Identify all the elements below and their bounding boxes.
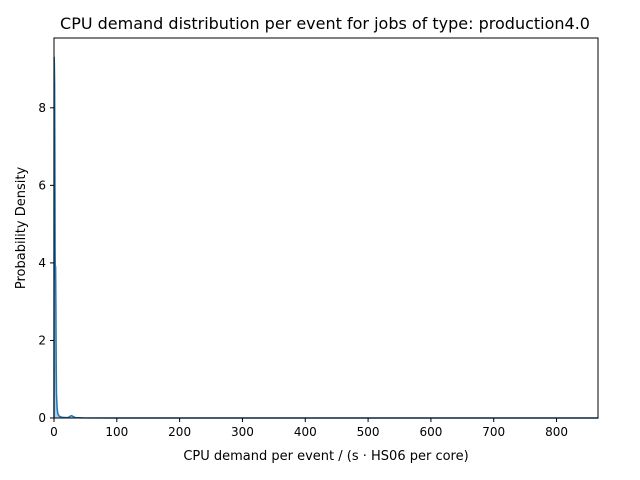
- x-tick-label: 200: [168, 425, 191, 439]
- series-0-point: [55, 266, 57, 268]
- x-tick-label: 400: [294, 425, 317, 439]
- y-axis: 0 2 4 6 8: [38, 101, 54, 425]
- series-0-point: [54, 153, 56, 155]
- series-0-area: [54, 57, 598, 418]
- series-0-point: [55, 366, 57, 369]
- series-0-point: [69, 415, 71, 417]
- series-0-point: [55, 304, 57, 307]
- x-tick-label: 300: [231, 425, 254, 439]
- x-tick-label: 800: [545, 425, 568, 439]
- x-tick-label: 0: [50, 425, 58, 439]
- series-0-line: [53, 56, 598, 419]
- y-tick-label: 4: [38, 256, 46, 270]
- plot-layer: [53, 56, 599, 419]
- y-tick-label: 8: [38, 101, 46, 115]
- x-tick-label: 500: [357, 425, 380, 439]
- y-axis-label: Probability Density: [14, 167, 29, 290]
- plot-frame: [53, 37, 599, 419]
- x-axis-label: CPU demand per event / (s · HS06 per cor…: [183, 449, 468, 464]
- series-0-point: [55, 394, 58, 396]
- x-axis: 0 100 200 300 400 500 600 700 800: [50, 418, 568, 439]
- series-0-point: [72, 415, 74, 418]
- y-tick-label: 2: [38, 333, 46, 347]
- chart-title: CPU demand distribution per event for jo…: [60, 14, 590, 33]
- series-0-point: [54, 254, 56, 256]
- x-tick-label: 700: [482, 425, 505, 439]
- y-tick-label: 0: [38, 411, 46, 425]
- y-tick-label: 6: [38, 178, 46, 192]
- x-tick-label: 100: [105, 425, 128, 439]
- series-0-point: [57, 412, 59, 414]
- series-0-point: [70, 415, 73, 417]
- series-0-point: [54, 277, 56, 280]
- x-tick-label: 600: [419, 425, 442, 439]
- series-0-point: [58, 415, 60, 417]
- series-0-point: [56, 407, 58, 409]
